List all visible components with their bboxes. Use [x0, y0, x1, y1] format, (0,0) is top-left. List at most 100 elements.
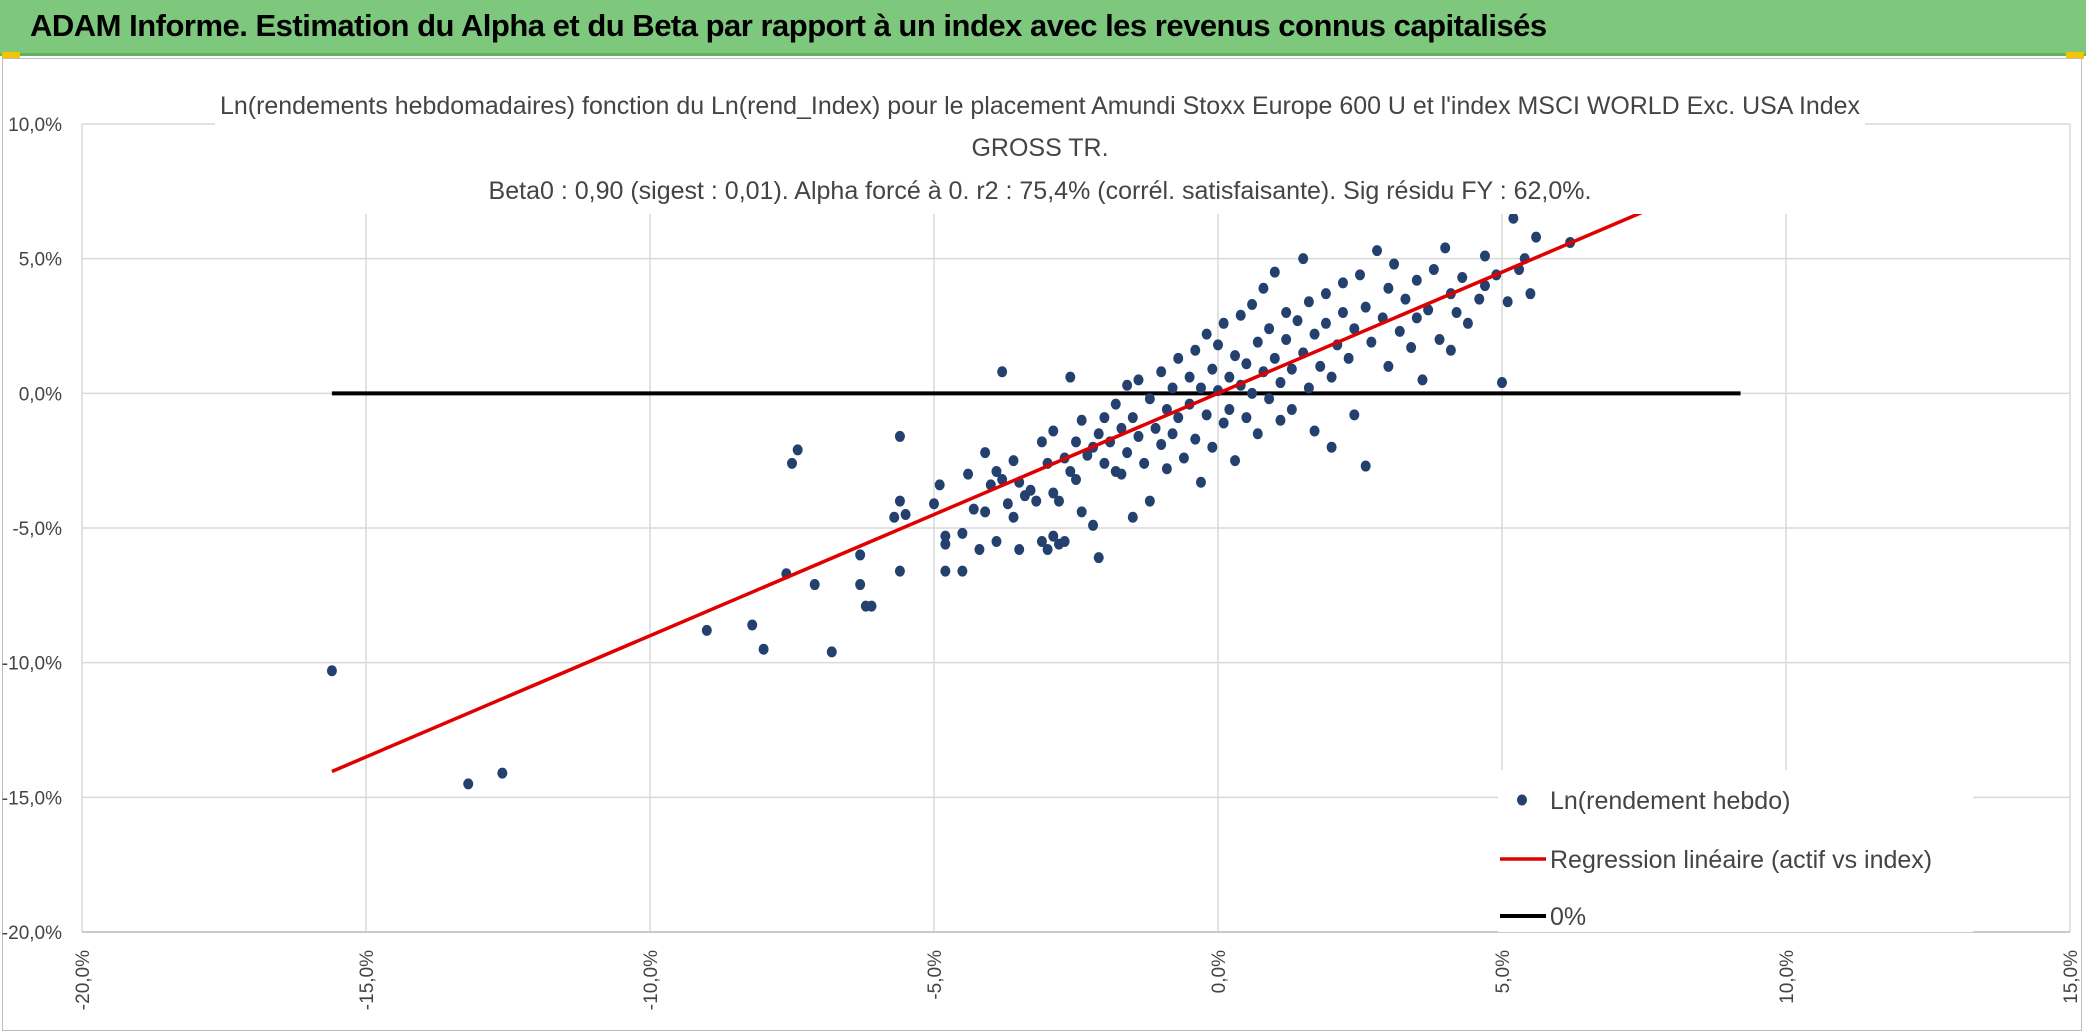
scatter-point [940, 538, 951, 550]
regression-line [331, 209, 1645, 774]
scatter-point [1065, 465, 1076, 477]
scatter-point [1008, 511, 1019, 523]
scatter-point [1411, 274, 1422, 286]
scatter-point [497, 767, 508, 779]
scatter-point [1389, 258, 1400, 270]
scatter-point [974, 544, 985, 556]
scatter-point [1531, 231, 1542, 243]
corner-marker [2066, 52, 2084, 59]
scatter-point [1150, 422, 1161, 434]
axis-tick-labels: 10,0% 5,0% 0,0% -5,0% -10,0% -15,0% -20,0% -20,… [2, 115, 2082, 1010]
scatter-point [1224, 371, 1235, 383]
scatter-point [758, 643, 769, 655]
scatter-point [1002, 498, 1013, 510]
scatter-point [1207, 363, 1218, 375]
legend-label: Ln(rendement hebdo) [1550, 787, 1790, 815]
scatter-point [1224, 403, 1235, 415]
scatter-point [940, 530, 951, 542]
scatter-point [1303, 382, 1314, 394]
scatter-point [1479, 250, 1490, 262]
scatter-point [1337, 307, 1348, 319]
scatter-point [1071, 474, 1081, 486]
scatter-point [1292, 315, 1303, 327]
scatter-point [1275, 377, 1286, 389]
scatter-point [701, 624, 712, 636]
scatter-point [1065, 371, 1076, 383]
scatter-point [1190, 433, 1201, 445]
scatter-point [1400, 293, 1411, 305]
corner-marker [2, 52, 20, 59]
y-tick-label: 0,0% [19, 384, 62, 405]
scatter-point [1247, 387, 1258, 399]
scatter-point [1502, 296, 1513, 308]
scatter-point [1053, 495, 1064, 507]
scatter-point [1116, 422, 1127, 434]
scatter-point [1036, 535, 1047, 547]
scatter-point [1372, 245, 1383, 257]
legend-label: Regression linéaire (actif vs index) [1550, 846, 1932, 874]
scatter-point [1144, 495, 1155, 507]
scatter-point [1133, 374, 1144, 386]
scatter-series [326, 212, 1576, 790]
scatter-point [1167, 382, 1178, 394]
chart-title-block: Ln(rendements hebdomadaires) fonction du… [215, 84, 1865, 214]
scatter-point [1326, 441, 1337, 453]
scatter-point [1303, 296, 1314, 308]
scatter-point [1076, 506, 1087, 518]
y-tick-label: 5,0% [19, 250, 62, 271]
scatter-point [940, 565, 951, 577]
scatter-point [1127, 412, 1138, 424]
y-tick-label: 10,0% [8, 115, 62, 136]
scatter-point [1088, 519, 1099, 531]
scatter-point [1076, 414, 1087, 426]
scatter-point [1082, 449, 1093, 461]
scatter-point [1184, 371, 1195, 383]
scatter-point [1428, 263, 1439, 275]
scatter-point [463, 778, 474, 790]
scatter-point [1525, 288, 1536, 300]
y-tick-label: -15,0% [2, 788, 62, 809]
scatter-point [1451, 307, 1462, 319]
y-tick-label: -5,0% [12, 519, 62, 540]
scatter-point [929, 498, 939, 510]
scatter-point [1286, 363, 1297, 375]
x-tick-label: -10,0% [641, 950, 662, 1010]
scatter-point [1122, 379, 1133, 391]
scatter-point [1207, 441, 1218, 453]
scatter-point [809, 579, 820, 591]
scatter-point [1042, 544, 1053, 556]
scatter-point [1241, 412, 1252, 424]
scatter-point [934, 479, 945, 491]
scatter-point [855, 549, 866, 561]
scatter-point [1479, 280, 1490, 292]
scatter-point [1286, 403, 1297, 415]
scatter-point [1213, 339, 1223, 351]
scatter-point [1269, 266, 1280, 278]
scatter-point [1201, 409, 1212, 421]
scatter-point [1099, 412, 1110, 424]
report-banner: ADAM Informe. Estimation du Alpha et du … [0, 0, 2086, 56]
chart-legend: Ln(rendement hebdo) Regression linéaire (… [1498, 770, 1973, 932]
scatter-point [1445, 344, 1456, 356]
scatter-point [826, 646, 837, 658]
scatter-point [855, 579, 866, 591]
scatter-point [1247, 298, 1258, 310]
scatter-point [747, 619, 758, 631]
scatter-point [1320, 288, 1331, 300]
scatter-point [1360, 460, 1371, 472]
scatter-point [866, 600, 877, 612]
scatter-point [1218, 417, 1229, 429]
chart-title-line: Beta0 : 0,90 (sigest : 0,01). Alpha forc… [489, 177, 1592, 205]
scatter-point [1014, 544, 1025, 556]
scatter-point [1264, 393, 1275, 405]
scatter-point [1343, 352, 1354, 364]
scatter-point [1440, 242, 1451, 254]
scatter-point [1122, 447, 1133, 459]
scatter-point [1235, 309, 1246, 321]
scatter-point [1315, 360, 1326, 372]
scatter-point [991, 465, 1002, 477]
scatter-point [968, 503, 979, 515]
scatter-point [1195, 382, 1206, 394]
scatter-point [1264, 323, 1275, 335]
scatter-point [1025, 484, 1036, 496]
